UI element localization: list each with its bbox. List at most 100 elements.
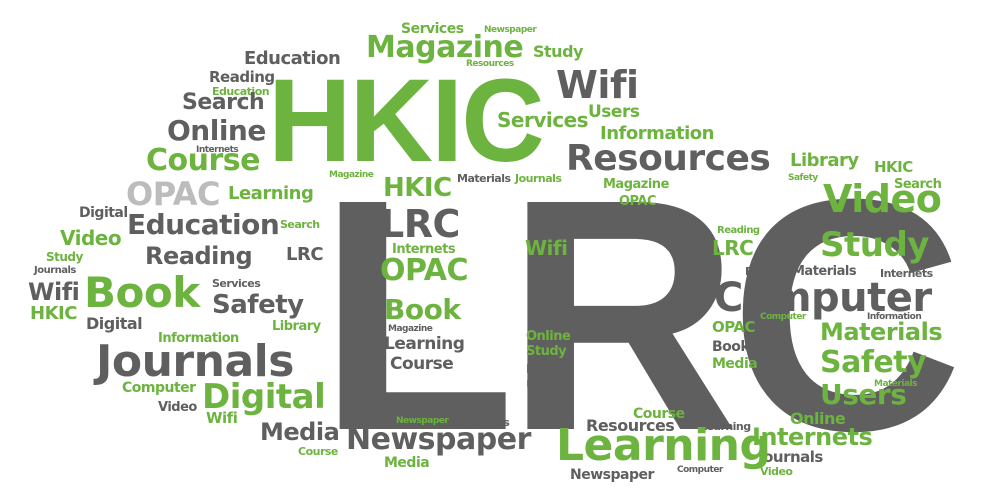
word-information-mid: Information — [158, 331, 239, 346]
word-resources-big: Resources — [566, 138, 771, 179]
word-internets-right-small: Internets — [880, 267, 933, 280]
word-safety-right: Safety — [820, 345, 927, 380]
word-education-mid: Education — [127, 208, 280, 241]
word-wifi-top: Wifi — [556, 63, 639, 107]
word-reading-c: Reading — [717, 225, 760, 236]
word-computer-big: Computer — [714, 275, 932, 321]
word-materials-inner: Materials — [457, 172, 511, 185]
word-lrc-mid: LRC — [286, 244, 324, 265]
word-newspaper-tiny: Newspaper — [396, 416, 449, 426]
word-media-c: Media — [712, 356, 758, 372]
word-video-right: Video — [823, 177, 942, 221]
word-wifi-bottom: Wifi — [206, 409, 238, 427]
word-book-left: Book — [84, 268, 200, 317]
word-hkic-right: HKIC — [874, 158, 913, 176]
word-reading-mid: Reading — [145, 242, 253, 270]
word-study-inner: Study — [526, 344, 567, 359]
word-newspaper-bottom: Newspaper — [570, 467, 654, 483]
word-hkic-inner: HKIC — [383, 173, 452, 203]
word-reading-top: Reading — [209, 68, 275, 86]
word-opac-c: OPAC — [712, 318, 756, 336]
word-course-tiny: Course — [298, 445, 338, 458]
word-materials-right: Materials — [820, 318, 943, 346]
word-safety-mid: Safety — [212, 290, 304, 320]
word-computer-bottom: Computer — [677, 465, 723, 475]
word-lrc-c: LRC — [712, 236, 754, 260]
word-video-bottom-right: Video — [760, 465, 793, 478]
word-digital-mid: Digital — [86, 314, 143, 333]
word-book-right: Book — [858, 410, 896, 426]
word-hkic-big: HKIC — [268, 55, 545, 187]
word-education-top: Education — [244, 48, 341, 69]
word-learning-small-bottom: Learning — [700, 420, 751, 433]
word-online-inner: Online — [526, 329, 571, 344]
word-magazine-inner: Magazine — [388, 324, 433, 334]
word-hkic-left: HKIC — [30, 303, 77, 324]
word-internets-small-left: Internets — [196, 145, 239, 155]
word-search-left: Search — [182, 90, 265, 115]
word-reading-right-small: Reading — [745, 265, 793, 278]
word-education-small: Education — [212, 85, 270, 98]
word-library-bottom: Library — [526, 362, 571, 376]
word-computer-left: Computer — [122, 380, 196, 396]
word-services-mid-small: Services — [212, 277, 261, 290]
word-study-right: Study — [820, 225, 929, 265]
word-search-mid: Search — [280, 218, 320, 231]
word-digital-left: Digital — [79, 205, 128, 221]
word-book-inner: Book — [384, 293, 461, 326]
word-materials-right-small: Materials — [792, 264, 857, 279]
word-course-inner: Course — [390, 354, 454, 374]
word-resources-bottom: Resources — [586, 416, 675, 435]
word-book-c: Book — [712, 339, 750, 355]
word-opac-inner: OPAC — [380, 253, 468, 288]
word-internets-inner: Internets — [392, 242, 456, 257]
word-resources-small-top: Resources — [466, 59, 514, 69]
word-newspaper-top: Newspaper — [484, 25, 537, 35]
word-magazine-top: Magazine — [366, 30, 524, 65]
word-digital-big: Digital — [202, 377, 326, 417]
word-lrc-inner: LRC — [380, 202, 460, 246]
word-lrc-big: LRC — [318, 130, 963, 499]
word-wifi-inner: Wifi — [525, 236, 568, 260]
word-video-left: Video — [60, 226, 122, 250]
word-media-tiny: Media — [384, 455, 430, 471]
word-safety-small-right: Safety — [788, 173, 818, 183]
word-study-top: Study — [533, 42, 583, 61]
word-learning-left: Learning — [228, 183, 314, 204]
word-media-bottom: Media — [260, 418, 340, 446]
word-video-left-bottom: Video — [158, 400, 197, 415]
word-library-right: Library — [790, 150, 859, 171]
word-services-top: Services — [401, 21, 464, 37]
word-wifi-left: Wifi — [28, 278, 80, 306]
word-journals-left-small: Journals — [34, 265, 76, 276]
word-learning-inner: Learning — [384, 334, 465, 354]
word-safety-bottom: Safety — [531, 405, 572, 419]
word-computer-right-small: Computer — [760, 312, 806, 322]
word-information-right-small: Information — [867, 312, 922, 322]
word-journals-inner: Journals — [515, 172, 562, 185]
word-learning-big: Learning — [556, 420, 771, 471]
word-users-bottom: Users — [526, 379, 565, 394]
word-online-right: Online — [790, 409, 846, 428]
word-users-right: Users — [820, 378, 907, 411]
word-magazine-inner-small: Magazine — [329, 170, 374, 180]
word-search-right: Search — [894, 177, 942, 192]
word-resources-tiny: Resources — [450, 416, 510, 429]
word-journals-big: Journals — [96, 336, 294, 387]
word-study-left: Study — [46, 250, 83, 264]
word-course-left: Course — [146, 143, 260, 178]
word-online-left: Online — [167, 114, 266, 147]
word-users-top: Users — [588, 102, 640, 122]
word-journals-right: Journals — [758, 448, 823, 466]
word-services-mid: Services — [497, 108, 589, 132]
word-opac-right-inner: OPAC — [619, 194, 657, 209]
word-materials-right-tiny: Materials — [874, 379, 917, 389]
word-opac-light: OPAC — [126, 175, 220, 213]
word-magazine-right-inner: Magazine — [603, 177, 669, 192]
word-information-top: Information — [600, 123, 714, 144]
word-digital-right: Digital — [885, 222, 923, 235]
word-library-mid: Library — [272, 319, 321, 334]
word-internets-right: Internets — [752, 423, 873, 451]
word-newspaper-big: Newspaper — [346, 422, 531, 457]
